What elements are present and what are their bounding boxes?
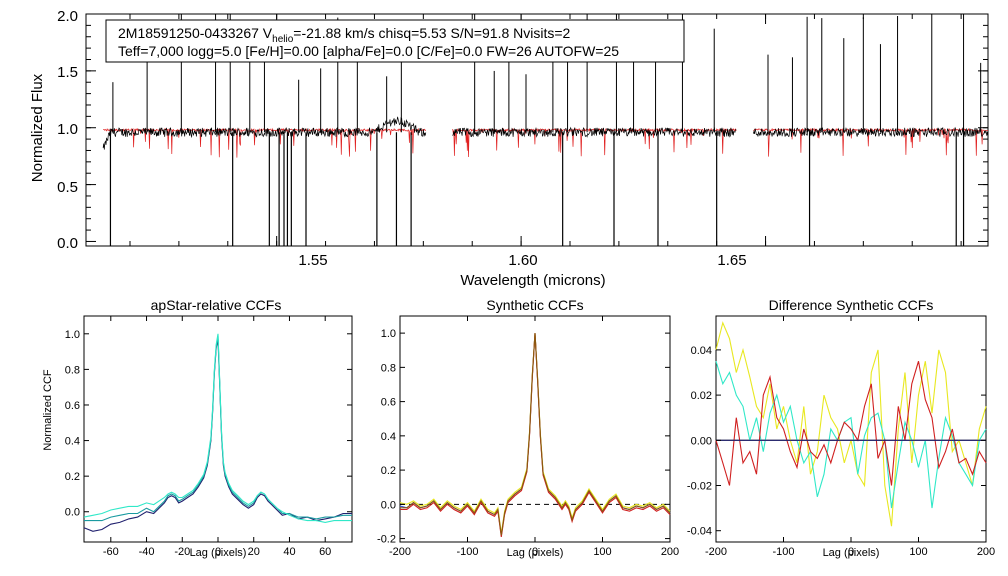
spectrum-x-axis-label: Wavelength (microns) <box>460 272 605 289</box>
spectrum-observed-line <box>102 116 427 150</box>
apstar-ccf-xtick-label: 40 <box>283 546 295 558</box>
difference-ccf-ytick-label: 0.02 <box>691 390 712 402</box>
difference-ccf-xtick-label: 200 <box>977 546 995 558</box>
synthetic-ccf-panel: Synthetic CCFs -200 -100 0 100 200 -0.2 0.0 0.2… <box>377 297 679 559</box>
synthetic-ccf-ytick-label: 0.4 <box>381 431 396 443</box>
spectrum-frame <box>85 13 989 247</box>
synthetic-ccf-title: Synthetic CCFs <box>486 297 583 313</box>
apstar-ccf-series-0 <box>83 338 352 532</box>
info-box <box>105 19 685 63</box>
synthetic-ccf-ytick-label: -0.2 <box>377 534 396 546</box>
apstar-ccf-ytick-label: 0.0 <box>65 507 80 519</box>
synthetic-ccf-xtick-label: -200 <box>389 546 411 558</box>
difference-ccf-ytick-label: 0.04 <box>691 345 712 357</box>
apstar-ccf-series-2 <box>83 333 352 523</box>
apstar-ccf-xtick-label: 20 <box>248 546 260 558</box>
synthetic-ccf-series-2 <box>400 333 671 537</box>
info-line-1: 2M18591250-0433267 Vhelio=-21.88 km/s ch… <box>118 25 571 45</box>
difference-ccf-panel: Difference Synthetic CCFs -200 -100 0 100 20… <box>687 297 995 559</box>
spectrum-ytick-label: 2.0 <box>57 8 78 25</box>
spectrum-ytick-label: 0.5 <box>57 179 78 196</box>
spectrum-observed-line <box>752 126 989 138</box>
apstar-ccf-ytick-label: 0.4 <box>65 436 80 448</box>
difference-ccf-series-0 <box>715 321 987 527</box>
apstar-ccf-ytick-label: 1.0 <box>65 329 80 341</box>
info-line-1-subscript: helio <box>272 34 294 45</box>
spectrum-xtick-label: 1.65 <box>717 252 746 269</box>
apstar-ccf-ticks: -60 -40 -20 0 20 40 60 0.0 0.2 0.4 0.6 0.8 1.0 <box>65 316 352 558</box>
synthetic-ccf-ytick-label: 0.2 <box>381 465 396 477</box>
synthetic-ccf-series-3 <box>400 333 671 536</box>
spectrum-xtick-label: 1.55 <box>298 252 327 269</box>
synthetic-ccf-ytick-label: 1.0 <box>381 328 396 340</box>
apstar-ccf-ytick-label: 0.8 <box>65 364 80 376</box>
difference-ccf-series-2 <box>715 361 987 486</box>
synthetic-ccf-series-1 <box>399 333 671 534</box>
difference-ccf-xtick-label: 0 <box>848 546 854 558</box>
apstar-ccf-ytick-label: 0.2 <box>65 471 80 483</box>
synthetic-ccf-series-0 <box>399 333 671 536</box>
apstar-ccf-ytick-label: 0.6 <box>65 400 80 412</box>
synthetic-ccf-xtick-label: 100 <box>593 546 611 558</box>
spectrum-ticks <box>86 13 988 246</box>
spectrum-panel: 2.0 1.5 1.0 0.5 0.0 1.55 1.60 1.65 Wavel… <box>29 8 989 289</box>
apstar-ccf-plot-area <box>83 333 352 532</box>
synthetic-ccf-xtick-label: 200 <box>661 546 679 558</box>
difference-ccf-xtick-label: -100 <box>772 546 794 558</box>
difference-ccf-xtick-label: -200 <box>705 546 727 558</box>
synthetic-ccf-plot-area <box>399 333 671 537</box>
spectrum-ytick-label: 0.0 <box>57 235 78 252</box>
difference-ccf-ytick-label: 0.00 <box>691 435 712 447</box>
difference-ccf-ytick-label: -0.02 <box>687 481 712 493</box>
synthetic-ccf-xtick-label: 0 <box>532 546 538 558</box>
apstar-ccf-y-axis-label: Normalized CCF <box>42 369 54 451</box>
spectrum-y-axis-label: Normalized Flux <box>29 73 46 182</box>
difference-ccf-ticks: -200 -100 0 100 200 -0.04 -0.02 0.00 0.02 0.04 <box>687 316 995 558</box>
apstar-ccf-title: apStar-relative CCFs <box>151 297 282 313</box>
info-line-1-end: =-21.88 km/s chisq=5.53 S/N=91.8 Nvisits… <box>293 25 570 41</box>
apstar-ccf-series-1 <box>84 335 352 522</box>
apstar-ccf-xtick-label: 60 <box>319 546 331 558</box>
synthetic-ccf-xtick-label: -100 <box>456 546 478 558</box>
apstar-ccf-xtick-label: -40 <box>139 546 155 558</box>
difference-ccf-x-axis-label: Lag (pixels) <box>823 547 880 559</box>
synthetic-ccf-x-axis-label: Lag (pixels) <box>507 547 564 559</box>
difference-ccf-plot-area <box>715 321 987 527</box>
synthetic-ccf-ytick-label: 0.0 <box>381 499 396 511</box>
synthetic-ccf-ticks: -200 -100 0 100 200 -0.2 0.0 0.2 0.4 0.6 0.8 1.0 <box>377 316 679 558</box>
spectrum-observed-line <box>452 126 737 138</box>
info-line-2: Teff=7,000 logg=5.0 [Fe/H]=0.00 [alpha/F… <box>118 43 619 59</box>
synthetic-ccf-ytick-label: 0.8 <box>381 362 396 374</box>
difference-ccf-series-1 <box>715 361 987 509</box>
info-line-1-start: 2M18591250-0433267 V <box>118 25 273 41</box>
spectrum-ytick-label: 1.0 <box>57 121 78 138</box>
synthetic-ccf-ytick-label: 0.6 <box>381 397 396 409</box>
apstar-ccf-xtick-label: -60 <box>103 546 119 558</box>
apstar-ccf-xtick-label: -20 <box>174 546 190 558</box>
spectrum-ytick-label: 1.5 <box>57 64 78 81</box>
difference-ccf-ytick-label: -0.04 <box>687 526 712 538</box>
apstar-ccf-x-axis-label: Lag (pixels) <box>190 547 247 559</box>
spectrum-xtick-label: 1.60 <box>508 252 537 269</box>
difference-ccf-title: Difference Synthetic CCFs <box>769 297 934 313</box>
apstar-ccf-panel: apStar-relative CCFs -60 -40 -20 0 20 40 60 0.0… <box>42 297 353 559</box>
difference-ccf-xtick-label: 100 <box>909 546 927 558</box>
apstar-ccf-xtick-label: 0 <box>215 546 221 558</box>
